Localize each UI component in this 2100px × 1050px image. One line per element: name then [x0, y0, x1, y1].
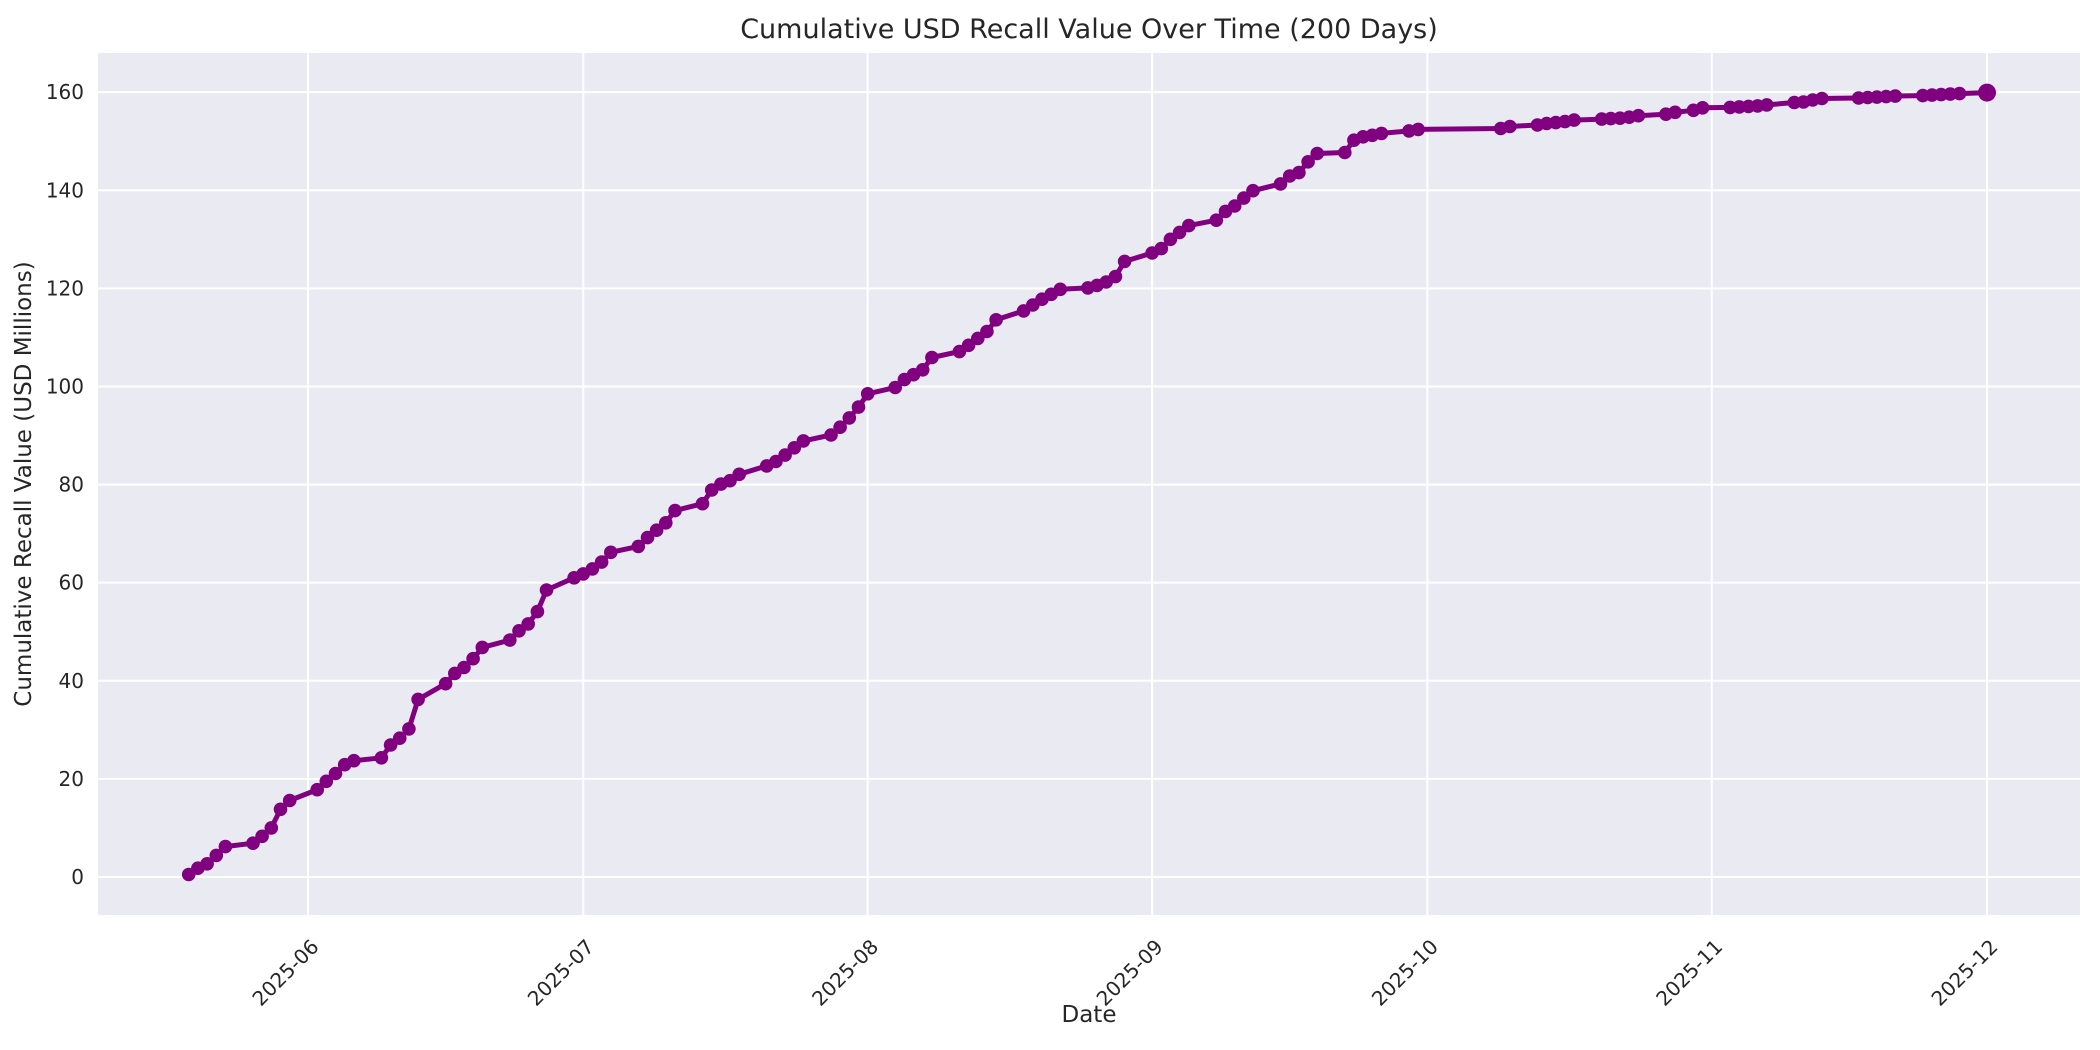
data-point-marker: [1154, 241, 1169, 256]
data-point-marker: [604, 545, 618, 560]
data-point-marker: [925, 350, 939, 365]
data-point-marker: [466, 651, 480, 666]
x-tick-label: 2025-07: [523, 935, 599, 1011]
data-point-marker: [310, 782, 325, 797]
data-point-marker: [273, 802, 288, 817]
data-point-marker: [209, 848, 224, 863]
data-point-marker: [1631, 108, 1646, 123]
data-point-marker: [521, 617, 535, 631]
y-axis-tick-labels: 0 20 40 60 80 100 120 140 160: [46, 80, 84, 889]
y-tick-label: 20: [59, 767, 84, 791]
data-point-marker: [1567, 113, 1581, 127]
y-tick-label: 100: [46, 374, 84, 398]
data-point-marker: [668, 503, 682, 518]
data-point-marker: [1292, 165, 1306, 180]
x-tick-label: 2025-09: [1092, 935, 1168, 1011]
data-point-marker: [1053, 282, 1068, 297]
data-point-marker: [374, 751, 389, 765]
data-point-marker: [1503, 119, 1517, 134]
data-point-marker: [328, 766, 343, 781]
data-point-marker: [1668, 105, 1682, 120]
x-tick-label: 2025-08: [807, 935, 883, 1011]
data-point-marker: [200, 857, 214, 871]
data-point-marker: [530, 604, 545, 619]
data-point-marker: [1695, 101, 1710, 115]
data-point-marker: [1888, 89, 1903, 103]
data-point-marker: [347, 753, 361, 768]
data-point-marker: [980, 324, 994, 339]
data-point-marker: [594, 555, 609, 569]
chart-title: Cumulative USD Recall Value Over Time (2…: [740, 14, 1438, 45]
data-point-marker: [255, 829, 269, 844]
data-point-marker: [1246, 183, 1260, 198]
data-point-marker: [833, 420, 847, 435]
data-point-marker: [659, 516, 673, 530]
x-tick-label: 2025-10: [1367, 935, 1443, 1011]
x-axis-tick-labels: 2025-06 2025-07 2025-08 2025-09 2025-10 2025-…: [247, 935, 2002, 1011]
data-point-marker: [1108, 269, 1123, 284]
data-point-marker: [1273, 177, 1288, 191]
data-point-marker: [1310, 146, 1324, 161]
data-point-marker: [1411, 122, 1425, 137]
data-point-marker: [796, 434, 811, 448]
y-tick-label: 120: [46, 276, 84, 300]
data-point-marker: [842, 411, 857, 425]
data-point-marker: [319, 774, 334, 789]
data-point-marker: [282, 793, 297, 808]
data-point-marker: [438, 676, 453, 691]
data-point-marker: [860, 387, 875, 401]
data-point-marker: [1237, 191, 1251, 205]
data-point-marker: [915, 363, 930, 377]
data-point-marker: [392, 731, 407, 745]
data-point-marker: [851, 400, 866, 414]
data-point-marker: [649, 523, 664, 537]
x-tick-label: 2025-12: [1926, 935, 2002, 1011]
data-point-marker: [640, 530, 655, 545]
data-point-marker: [1952, 86, 1967, 101]
data-series: [181, 83, 1996, 882]
data-point-marker: [218, 839, 233, 854]
data-point-marker: [475, 640, 490, 655]
data-point-marker: [1978, 83, 1996, 102]
data-point-marker: [1815, 91, 1829, 106]
data-point-marker: [1182, 218, 1196, 233]
x-axis-label: Date: [1062, 1002, 1117, 1028]
data-point-marker: [989, 313, 1003, 327]
data-point-marker: [1209, 213, 1224, 227]
data-point-marker: [503, 633, 517, 647]
y-tick-label: 80: [59, 473, 84, 497]
x-tick-label: 2025-06: [247, 935, 323, 1011]
y-tick-label: 0: [71, 865, 84, 889]
data-point-marker: [824, 428, 838, 442]
x-tick-label: 2025-11: [1651, 935, 1727, 1011]
data-point-marker: [1117, 254, 1132, 269]
y-tick-label: 140: [46, 178, 84, 202]
y-tick-label: 40: [59, 669, 84, 693]
y-tick-label: 160: [46, 80, 84, 104]
data-point-marker: [778, 448, 792, 462]
gridlines: [98, 53, 2080, 915]
data-point-marker: [539, 583, 554, 597]
data-point-marker: [264, 821, 279, 835]
data-point-marker: [732, 467, 746, 482]
data-point-marker: [631, 539, 646, 554]
data-point-marker: [411, 692, 425, 707]
data-point-marker: [402, 722, 416, 736]
data-point-marker: [695, 496, 710, 511]
y-tick-label: 60: [59, 571, 84, 595]
data-point-marker: [1227, 199, 1242, 213]
data-point-marker: [1374, 126, 1389, 141]
data-point-marker: [1301, 155, 1315, 169]
y-axis-label: Cumulative Recall Value (USD Millions): [11, 261, 37, 706]
data-point-marker: [1760, 98, 1774, 112]
data-point-marker: [888, 380, 902, 395]
data-point-marker: [1338, 145, 1352, 160]
data-point-marker: [457, 660, 471, 675]
